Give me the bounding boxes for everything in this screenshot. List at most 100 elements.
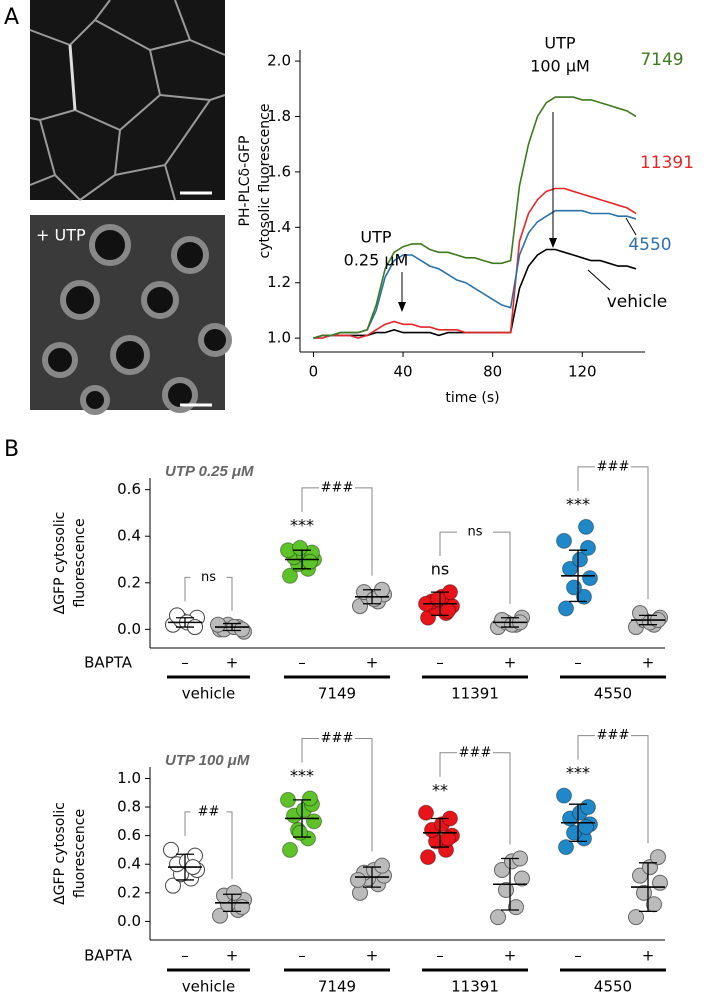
micrograph-utp: + UTP — [30, 215, 232, 415]
bracket-gap — [190, 574, 227, 581]
micrograph-control — [29, 0, 226, 201]
data-point — [652, 874, 668, 891]
category-label: – — [436, 654, 444, 672]
x-axis-label: time (s) — [445, 390, 499, 406]
bracket-gap — [595, 463, 631, 470]
leader — [587, 269, 611, 291]
arrow-head — [398, 302, 406, 312]
y-tick-label: 1.8 — [267, 107, 291, 125]
data-point — [374, 857, 390, 874]
data-point — [306, 813, 322, 830]
y-tick-label: 0.2 — [117, 573, 141, 591]
significance: *** — [566, 494, 590, 513]
y-tick-label: 0.4 — [117, 527, 141, 545]
comparison-label: ### — [321, 731, 354, 746]
comparison-label: ns — [467, 525, 482, 540]
data-point — [210, 616, 226, 633]
y-tick-label: 0.6 — [117, 826, 141, 844]
bracket-gap — [190, 808, 227, 815]
category-label: + — [226, 947, 239, 965]
group-label: 4550 — [594, 978, 632, 996]
data-point — [556, 532, 572, 549]
data-point — [490, 909, 506, 926]
line-series — [313, 96, 637, 339]
y-tick-label: 1.2 — [267, 273, 291, 291]
bracket-gap — [457, 749, 493, 756]
group-label: 11391 — [451, 978, 499, 996]
data-point — [282, 567, 298, 584]
category-label: – — [298, 654, 306, 672]
significance: *** — [290, 766, 314, 785]
group-label: vehicle — [182, 978, 235, 996]
chart-title: UTP 0.25 μM — [165, 463, 254, 480]
significance: ns — [431, 560, 449, 579]
leader — [625, 217, 637, 236]
data-point — [226, 884, 242, 901]
data-point — [302, 553, 318, 570]
row-label: BAPTA — [84, 654, 133, 672]
y-tick-label: 1.0 — [117, 769, 141, 787]
comparison-label: ns — [201, 570, 216, 585]
annotation: UTP — [544, 34, 575, 53]
panel-label: B — [4, 437, 19, 462]
y-tick-label: 2.0 — [267, 52, 291, 70]
data-point — [582, 570, 598, 587]
bracket-gap — [595, 732, 631, 739]
group-label: 4550 — [594, 685, 632, 703]
comparison-label: ## — [198, 804, 220, 819]
y-axis-label: PH-PLCδ-GFP — [237, 136, 253, 227]
category-label: + — [642, 947, 655, 965]
series-label: 7149 — [640, 50, 683, 70]
line-series — [313, 187, 637, 339]
y-tick-label: 1.0 — [267, 329, 291, 347]
y-tick-label: 0.6 — [117, 480, 141, 498]
category-label: – — [574, 654, 582, 672]
data-point — [572, 551, 588, 568]
data-point — [302, 790, 318, 807]
data-point — [578, 819, 594, 836]
category-label: + — [366, 947, 379, 965]
series-label: vehicle — [607, 292, 668, 312]
data-point — [350, 871, 366, 888]
data-point — [234, 899, 250, 916]
x-tick-label: 0 — [309, 363, 319, 381]
data-point — [558, 839, 574, 856]
category-label: – — [181, 947, 189, 965]
significance: *** — [566, 763, 590, 782]
data-point — [580, 539, 596, 556]
annotation: 0.25 μM — [344, 251, 409, 270]
data-point — [292, 824, 308, 841]
y-tick-label: 0.0 — [117, 620, 141, 638]
data-point — [578, 518, 594, 535]
comparison-label: ### — [321, 480, 354, 495]
y-tick-label: 1.6 — [267, 162, 291, 180]
y-axis-label: ΔGFP cytosolic — [52, 512, 68, 615]
x-tick-label: 80 — [483, 363, 502, 381]
data-point — [420, 849, 436, 866]
category-label: – — [574, 947, 582, 965]
data-point — [418, 804, 434, 821]
chart-title: UTP 100 μM — [165, 752, 250, 769]
y-tick-label: 0.0 — [117, 912, 141, 930]
category-label: – — [298, 947, 306, 965]
category-label: + — [642, 654, 655, 672]
significance: ** — [432, 780, 448, 799]
data-point — [508, 899, 524, 916]
row-label: BAPTA — [84, 947, 133, 965]
data-point — [566, 579, 582, 596]
data-point — [234, 621, 250, 638]
x-tick-label: 40 — [394, 363, 413, 381]
panel-label: A — [4, 5, 19, 30]
annotation: 100 μM — [530, 57, 590, 76]
y-axis-label: cytosolic fluorescence — [257, 104, 273, 259]
category-label: – — [181, 654, 189, 672]
group-label: vehicle — [182, 685, 235, 703]
series-label: 4550 — [628, 235, 671, 255]
bracket-gap — [319, 484, 355, 491]
y-axis-label: fluorescence — [72, 518, 88, 607]
data-point — [558, 600, 574, 617]
bracket-gap — [319, 735, 355, 742]
comparison-label: ### — [459, 745, 492, 760]
data-point — [292, 539, 308, 556]
data-point — [556, 787, 572, 804]
